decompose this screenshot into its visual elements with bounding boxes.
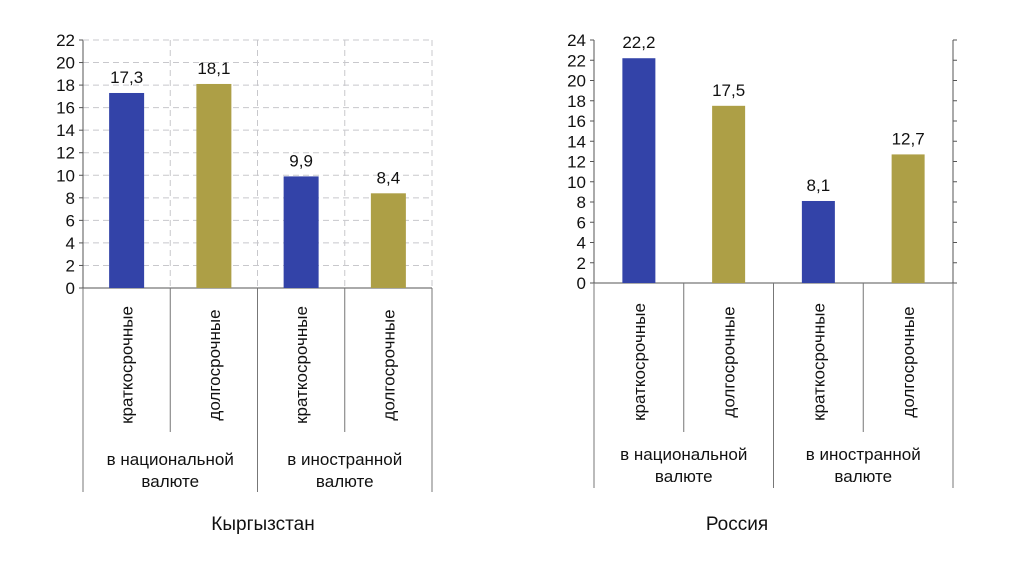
y-tick-label: 24: [567, 31, 586, 50]
group-label-line: в национальной: [107, 450, 234, 469]
bar-value-label: 8,1: [807, 176, 831, 195]
group-label-line: валюте: [834, 467, 892, 486]
y-tick-label: 2: [577, 254, 586, 273]
y-tick-label: 8: [66, 189, 75, 208]
bar-3: [283, 176, 319, 288]
y-tick-label: 20: [56, 54, 75, 73]
y-tick-label: 4: [66, 234, 75, 253]
y-tick-label: 0: [577, 274, 586, 293]
y-tick-label: 22: [567, 51, 586, 70]
y-tick-label: 4: [577, 234, 586, 253]
y-tick-label: 20: [567, 72, 586, 91]
group-label-line: в иностранной: [287, 450, 402, 469]
y-tick-label: 10: [56, 166, 75, 185]
group-label-line: валюте: [141, 472, 199, 491]
bar-value-label: 9,9: [289, 151, 313, 170]
bar-value-label: 17,5: [712, 81, 745, 100]
category-label: долгосрочные: [720, 306, 739, 417]
category-label: долгосрочные: [899, 306, 918, 417]
group-label: в иностранной валюте: [287, 450, 402, 491]
bar-value-label: 12,7: [892, 129, 925, 148]
chart-title: Кыргызстан: [211, 514, 314, 535]
y-tick-label: 14: [56, 121, 75, 140]
y-tick-label: 6: [577, 213, 586, 232]
chart-title: Россия: [706, 514, 768, 535]
bar-2: [196, 83, 232, 288]
y-tick-label: 8: [577, 193, 586, 212]
y-tick-label: 16: [567, 112, 586, 131]
bar-value-label: 18,1: [197, 59, 230, 78]
bar-4: [891, 154, 925, 283]
bar-4: [370, 193, 406, 288]
y-tick-label: 18: [56, 76, 75, 95]
category-label: долгосрочные: [379, 309, 398, 420]
y-tick-label: 0: [66, 279, 75, 298]
y-tick-label: 16: [56, 99, 75, 118]
group-label: в иностранной валюте: [806, 445, 921, 486]
category-label: краткосрочные: [630, 303, 649, 421]
bar-1: [622, 58, 656, 283]
bar-value-label: 22,2: [622, 33, 655, 52]
bar-2: [712, 105, 746, 283]
bar-3: [801, 200, 835, 283]
category-label: краткосрочные: [292, 306, 311, 424]
group-label: в национальной валюте: [107, 450, 234, 491]
bar-value-label: 17,3: [110, 68, 143, 87]
group-label: в национальной валюте: [620, 445, 747, 486]
group-label-line: валюте: [655, 467, 713, 486]
y-tick-label: 10: [567, 173, 586, 192]
group-label-line: валюте: [316, 472, 374, 491]
category-label: долгосрочные: [205, 309, 224, 420]
y-tick-label: 12: [567, 153, 586, 172]
y-tick-label: 6: [66, 211, 75, 230]
y-tick-label: 2: [66, 256, 75, 275]
group-label-line: в иностранной: [806, 445, 921, 464]
bar-1: [109, 92, 145, 289]
category-label: краткосрочные: [118, 306, 137, 424]
chart-panel-1: 0 2 4 6 8 10 12 14 16 18 20 22 17,3 краткосрочные 18,1…: [56, 31, 433, 535]
y-tick-label: 18: [567, 92, 586, 111]
y-tick-label: 12: [56, 144, 75, 163]
y-tick-label: 14: [567, 132, 586, 151]
bar-value-label: 8,4: [377, 168, 401, 187]
category-label: краткосрочные: [809, 303, 828, 421]
group-label-line: в национальной: [620, 445, 747, 464]
y-tick-label: 22: [56, 31, 75, 50]
